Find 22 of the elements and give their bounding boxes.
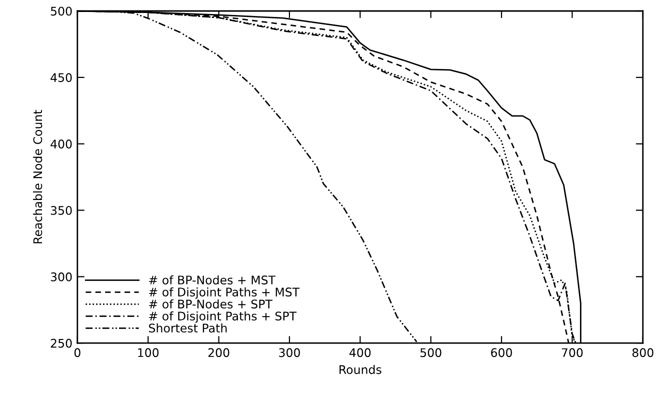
x-tick-label: 200 bbox=[208, 348, 230, 358]
x-tick-label: 600 bbox=[491, 348, 512, 358]
legend-label: # of Disjoint Paths + SPT bbox=[149, 311, 297, 323]
x-tick-label: 800 bbox=[632, 348, 654, 358]
y-tick-label: 250 bbox=[50, 338, 72, 348]
x-tick-label: 500 bbox=[420, 348, 442, 358]
x-tick-label: 400 bbox=[349, 348, 371, 358]
y-tick-label: 350 bbox=[50, 206, 72, 215]
y-tick-label: 450 bbox=[50, 73, 72, 82]
x-tick-label: 700 bbox=[562, 348, 583, 358]
legend-label: Shortest Path bbox=[149, 323, 227, 333]
y-axis-title: Reachable Node Count bbox=[33, 110, 42, 244]
x-tick-label: 0 bbox=[74, 348, 80, 358]
legend-label: # of Disjoint Paths + MST bbox=[149, 287, 300, 299]
x-tick-label: 300 bbox=[279, 348, 300, 358]
y-tick-label: 400 bbox=[50, 140, 72, 148]
legend-label: # of BP-Nodes + MST bbox=[149, 275, 276, 284]
x-tick-label: 100 bbox=[138, 348, 159, 358]
y-tick-label: 500 bbox=[50, 6, 72, 16]
x-axis-title: Rounds bbox=[340, 364, 382, 374]
y-tick-label: 300 bbox=[50, 272, 72, 282]
legend-label: # of BP-Nodes + SPT bbox=[149, 299, 272, 309]
